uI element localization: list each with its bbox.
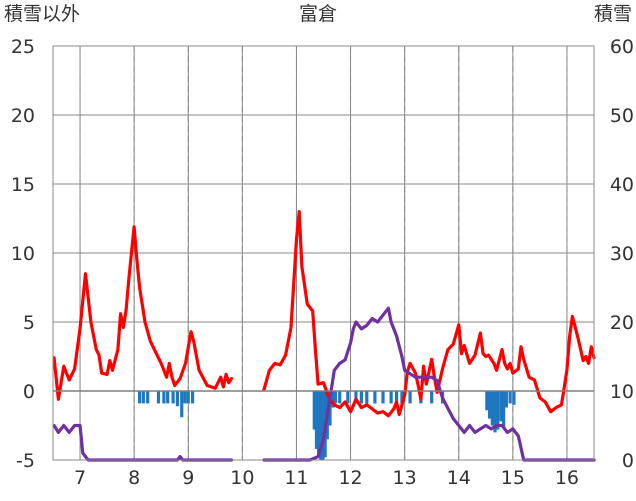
snow-depth-line <box>262 306 596 462</box>
precipitation-bar <box>321 391 325 460</box>
precipitation-bar <box>381 391 385 404</box>
y-left-tick-label: 20 <box>11 105 35 127</box>
precipitation-bar <box>186 391 190 404</box>
precipitation-bar <box>502 391 506 427</box>
precipitation-bar <box>373 391 377 404</box>
y-right-tick-label: 10 <box>610 381 634 403</box>
x-tick-label: 13 <box>393 467 417 489</box>
x-tick-label: 15 <box>501 467 525 489</box>
precipitation-bar <box>338 391 342 404</box>
precipitation-bar <box>166 391 170 404</box>
precipitation-bar <box>162 391 166 404</box>
precipitation-bar <box>312 391 316 430</box>
precipitation-bar <box>512 391 516 405</box>
precipitation-bar <box>141 391 145 404</box>
precipitation-bar <box>485 391 489 411</box>
plot-border <box>52 45 595 461</box>
precipitation-bar <box>359 391 363 404</box>
temperature-line <box>52 225 234 401</box>
precipitation-bar <box>317 391 321 458</box>
precipitation-bar <box>171 391 175 404</box>
precipitation-bar <box>487 391 492 419</box>
right-axis-label: 積雪 <box>594 3 632 25</box>
precipitation-bar <box>365 391 369 404</box>
precipitation-bar <box>490 391 494 426</box>
left-axis-label: 積雪以外 <box>4 3 80 25</box>
precipitation-bar <box>314 391 319 449</box>
tick-labels: -5 0 5 10 15 20 25 0 10 20 30 40 50 60 7 8 9 10 11 12 13 14 15… <box>11 36 634 489</box>
precipitation-bar <box>408 391 412 404</box>
precipitation-bar <box>175 391 180 407</box>
precipitation-bar <box>156 391 161 404</box>
x-tick-label: 10 <box>230 467 254 489</box>
precipitation-bar <box>354 391 358 404</box>
precipitation-bar <box>137 391 142 404</box>
x-tick-label: 16 <box>555 467 579 489</box>
precipitation-bar <box>328 391 332 426</box>
x-tick-label: 9 <box>182 467 194 489</box>
precipitation-bar <box>333 391 338 404</box>
precipitation-bar <box>331 391 335 408</box>
y-right-tick-label: 20 <box>610 312 634 334</box>
series-lines <box>52 210 596 462</box>
y-left-tick-label: 15 <box>11 174 35 196</box>
y-right-tick-label: 50 <box>610 105 634 127</box>
precipitation-bar <box>183 391 187 404</box>
precipitation-bar <box>430 391 434 404</box>
y-right-tick-label: 40 <box>610 174 634 196</box>
temperature-line <box>262 210 596 418</box>
x-tick-label: 14 <box>447 467 471 489</box>
precipitation-bar <box>496 391 500 430</box>
y-right-tick-label: 60 <box>610 36 634 58</box>
precipitation-bar <box>146 391 150 404</box>
y-left-tick-label: 10 <box>11 243 35 265</box>
x-tick-label: 8 <box>128 467 140 489</box>
y-left-tick-label: 5 <box>23 312 35 334</box>
y-right-tick-label: 0 <box>622 450 634 472</box>
y-left-tick-label: -5 <box>16 450 35 472</box>
x-tick-label: 7 <box>74 467 86 489</box>
precipitation-bar <box>346 391 350 404</box>
precipitation-bar <box>180 391 184 418</box>
x-tick-label: 12 <box>338 467 362 489</box>
plot-frame <box>52 45 595 461</box>
x-tick-label: 11 <box>284 467 308 489</box>
precipitation-bar <box>504 391 508 408</box>
precipitation-bar <box>394 391 399 404</box>
y-left-tick-label: 25 <box>11 36 35 58</box>
chart-title: 富倉 <box>299 3 337 25</box>
y-left-tick-label: 0 <box>23 381 35 403</box>
precipitation-bar <box>499 391 503 422</box>
precipitation-bar <box>319 391 323 460</box>
precipitation-bar <box>493 391 497 433</box>
y-right-tick-label: 30 <box>610 243 634 265</box>
precipitation-bar <box>508 391 512 404</box>
snow-depth-line <box>52 423 234 462</box>
precipitation-bar <box>190 391 195 404</box>
precipitation-bar <box>389 391 393 404</box>
precipitation-bar <box>400 391 404 404</box>
